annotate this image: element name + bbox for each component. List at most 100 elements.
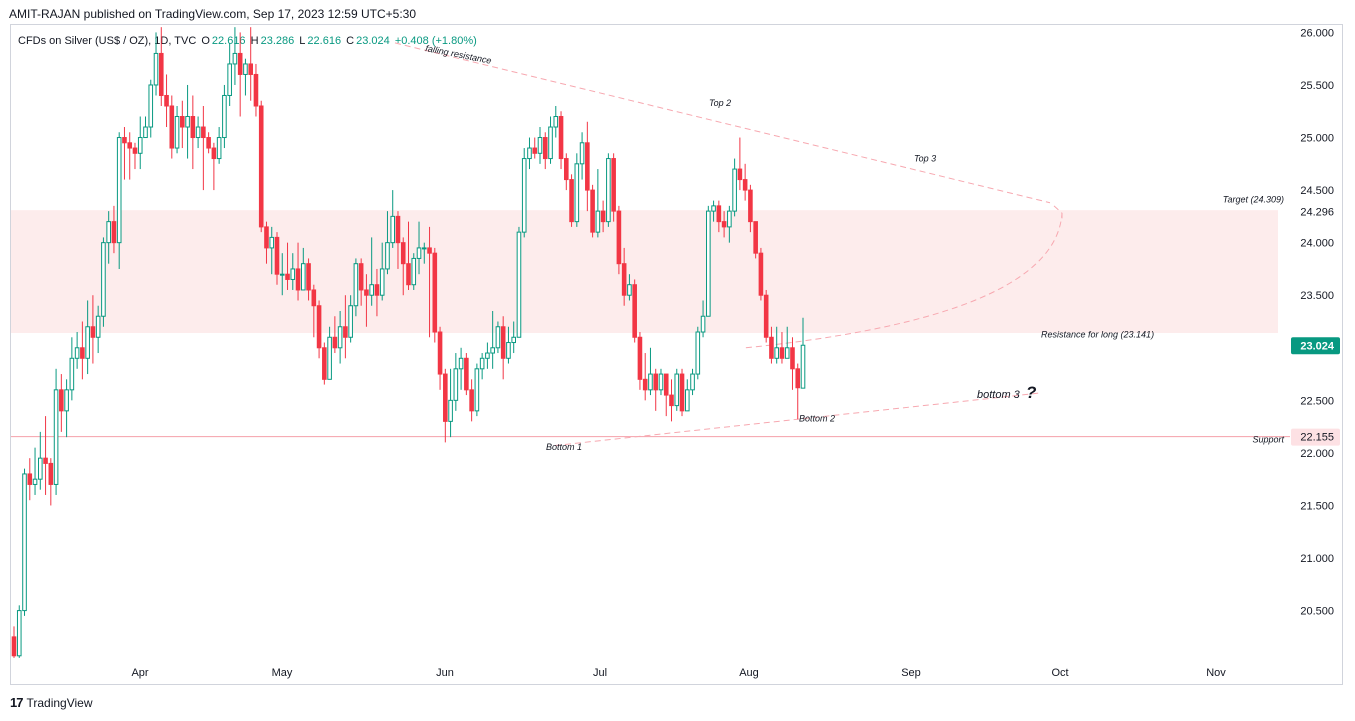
candle-body: [22, 473, 27, 612]
candle-body: [337, 326, 343, 349]
candle-body: [164, 94, 169, 107]
close-label: C: [346, 35, 355, 47]
annotation-label: ?: [1026, 383, 1037, 402]
candle-body: [74, 347, 80, 359]
tradingview-logo-icon: 17: [10, 695, 24, 710]
y-tick-label: 23.500: [1300, 290, 1334, 302]
high-label: H: [250, 35, 259, 47]
candle-body: [111, 221, 117, 244]
last-price-label: 23.024: [1300, 340, 1335, 352]
candle-body: [290, 268, 296, 280]
candle-body: [48, 462, 54, 485]
candle-body: [264, 226, 269, 249]
low-value: 22.616: [307, 35, 342, 47]
candle-body: [679, 373, 685, 412]
projection-arrow: [1053, 205, 1063, 222]
candle-body: [453, 368, 459, 401]
candle-body: [222, 94, 227, 139]
candle-body: [537, 137, 543, 154]
candle-body: [406, 263, 411, 286]
candle-body: [800, 344, 806, 389]
candle-body: [663, 373, 669, 396]
candle-body: [343, 326, 348, 338]
candle-body: [11, 636, 17, 657]
annotation-label: Bottom 1: [546, 442, 582, 452]
candle-body: [421, 247, 427, 250]
candle-body: [80, 347, 85, 359]
candle-body: [95, 315, 101, 338]
candle-body: [716, 205, 722, 223]
candle-body: [85, 326, 90, 359]
footer-brand-label: TradingView: [26, 695, 93, 710]
candle-body: [437, 331, 443, 375]
candle-body: [390, 215, 396, 244]
candle-body: [521, 158, 527, 233]
candle-body: [542, 137, 548, 160]
publisher-line: AMIT-RAJAN published on TradingView.com,…: [9, 7, 417, 21]
candle-body: [311, 289, 317, 307]
y-tick-label: 26.000: [1300, 27, 1334, 39]
candle-body: [684, 389, 690, 412]
candle-body: [279, 273, 285, 276]
candle-body: [784, 347, 790, 359]
candle-body: [16, 610, 22, 657]
annotation-label: Top 2: [709, 98, 731, 108]
candle-body: [611, 158, 616, 212]
last-price-tag: [1291, 337, 1340, 355]
candle-body: [227, 63, 232, 96]
candle-body: [732, 168, 737, 212]
candle-body: [143, 126, 148, 139]
candle-body: [237, 52, 243, 75]
candle-body: [53, 389, 59, 485]
candle-body: [548, 126, 553, 160]
candle-body: [490, 347, 495, 354]
candle-body: [469, 389, 474, 412]
candle-body: [106, 221, 111, 244]
candle-body: [253, 73, 259, 107]
candle-body: [201, 126, 206, 139]
symbol-name[interactable]: CFDs on Silver (US$ / OZ), 1D, TVC: [18, 35, 197, 47]
candle-body: [632, 284, 637, 338]
candle-body: [637, 336, 643, 380]
candle-body: [174, 116, 180, 149]
candle-body: [69, 357, 75, 391]
candle-body: [706, 210, 711, 317]
candle-body: [721, 221, 727, 228]
y-tick-label: 24.000: [1300, 238, 1334, 250]
candle-body: [585, 142, 590, 191]
falling-resistance-line: [394, 42, 1051, 204]
candle-body: [727, 210, 732, 228]
y-tick-label: 25.500: [1300, 80, 1334, 92]
candle-body: [122, 137, 127, 144]
candle-body: [32, 478, 38, 485]
candle-body: [395, 215, 401, 244]
candle-body: [574, 163, 580, 223]
candle-body: [511, 336, 516, 344]
candle-body: [274, 236, 280, 275]
candle-body: [742, 179, 748, 191]
annotation-label: Resistance for long (23.141): [1041, 329, 1154, 339]
candle-body: [38, 457, 43, 480]
candle-body: [243, 63, 248, 75]
candle-body: [322, 347, 327, 380]
candle-body: [653, 373, 659, 391]
candle-body: [374, 284, 380, 296]
candle-body: [132, 147, 138, 154]
candle-body: [748, 189, 753, 223]
candle-body: [269, 236, 275, 249]
candle-body: [127, 142, 133, 149]
candle-body: [495, 326, 501, 349]
candle-body: [427, 247, 432, 254]
candle-body: [206, 137, 211, 149]
candle-body: [479, 357, 485, 370]
candle-body: [648, 373, 653, 391]
candle-body: [669, 394, 674, 407]
candle-body: [690, 373, 695, 391]
high-value: 23.286: [260, 35, 295, 47]
candle-body: [458, 357, 464, 370]
annotation-label: Target (24.309): [1223, 195, 1284, 205]
annotation-label: Support: [1252, 434, 1284, 444]
candle-body: [295, 268, 301, 291]
candle-body: [558, 116, 564, 160]
